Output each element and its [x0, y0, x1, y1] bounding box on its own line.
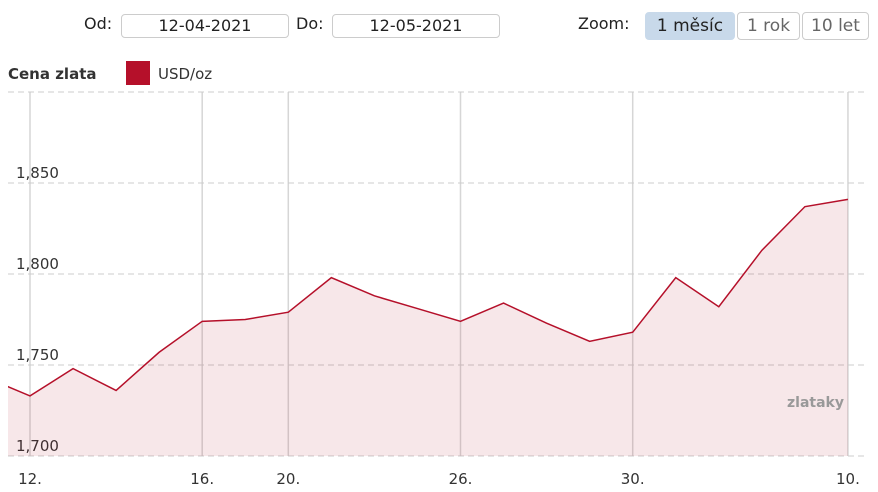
legend-title: Cena zlata — [8, 65, 97, 83]
plot — [8, 198, 849, 456]
x-tick-label: 12. — [18, 470, 42, 488]
y-tick-label: 1,750 — [16, 346, 59, 364]
area-fill — [8, 199, 848, 456]
zoom-button[interactable]: 10 let — [802, 12, 869, 40]
y-tick-label: 1,800 — [16, 255, 59, 273]
x-tick-label: 20. — [276, 470, 300, 488]
from-label: Od: — [84, 14, 113, 33]
legend-label: USD/oz — [158, 65, 212, 83]
y-tick-label: 1,850 — [16, 164, 59, 182]
watermark: zlataky — [787, 395, 844, 411]
to-input[interactable]: 12-05-2021 — [332, 14, 500, 38]
legend-swatch — [126, 61, 150, 85]
zoom-button[interactable]: 1 rok — [737, 12, 800, 40]
to-label: Do: — [296, 14, 324, 33]
zoom-button[interactable]: 1 měsíc — [645, 12, 735, 40]
from-input[interactable]: 12-04-2021 — [121, 14, 289, 38]
x-tick-label: 26. — [449, 470, 473, 488]
x-tick-label: 30. — [621, 470, 645, 488]
y-tick-label: 1,700 — [16, 437, 59, 455]
line — [8, 198, 849, 397]
x-tick-label: 16. — [190, 470, 214, 488]
zoom-label: Zoom: — [578, 14, 630, 33]
x-tick-label: 10. — [836, 470, 860, 488]
